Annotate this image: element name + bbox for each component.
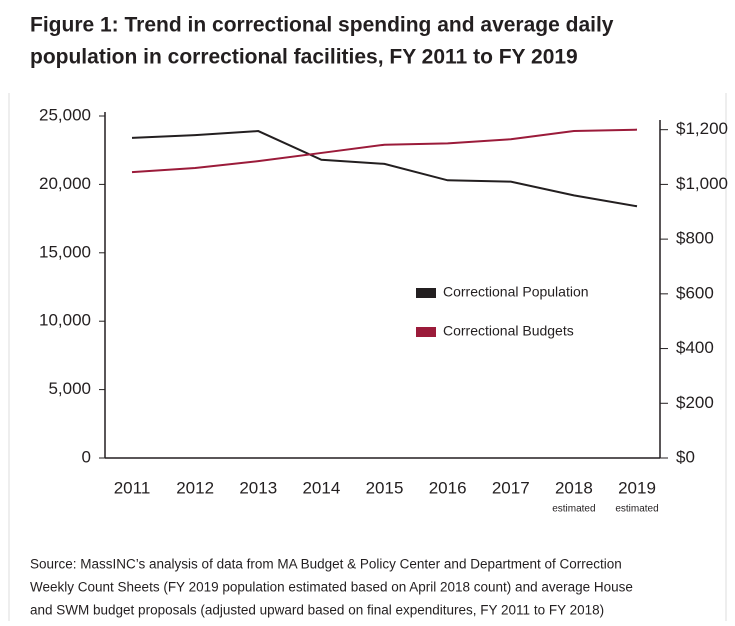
y-tick-label: 5,000 [48,379,91,398]
legend-label: Correctional Population [443,284,589,300]
y2-tick-label: $200 [676,393,714,412]
x-tick-label: 2011 [114,478,151,497]
legend-swatch [416,288,436,298]
chart-title: population in correctional facilities, F… [30,46,578,69]
x-tick-note: estimated [615,504,658,515]
y-tick-label: 10,000 [39,311,91,330]
y2-tick-label: $1,000 [676,174,728,193]
source: Weekly Count Sheets (FY 2019 population … [30,580,633,595]
legend-swatch [416,327,436,337]
y-tick-label: 0 [82,447,91,466]
x-tick-label: 2019 [618,478,656,497]
y-tick-label: 20,000 [39,174,91,193]
x-tick-label: 2014 [302,478,340,497]
y2-tick-label: $400 [676,338,714,357]
x-tick-label: 2015 [366,478,404,497]
x-tick-label: 2017 [492,478,530,497]
y2-tick-label: $0 [676,447,695,466]
source: and SWM budget proposals (adjusted upwar… [30,603,604,618]
source: Source: MassINC’s analysis of data from … [30,557,622,572]
x-tick-label: 2018 [555,478,593,497]
x-tick-label: 2012 [176,478,214,497]
x-tick-label: 2013 [239,478,277,497]
x-tick-label: 2016 [429,478,467,497]
y-tick-label: 25,000 [39,105,91,124]
y2-tick-label: $600 [676,283,714,302]
y-tick-label: 15,000 [39,242,91,261]
line-series [131,128,638,174]
x-tick-note: estimated [552,504,595,515]
legend-label: Correctional Budgets [443,323,574,339]
y2-tick-label: $1,200 [676,119,728,138]
y2-tick-label: $800 [676,229,714,248]
line-series [131,130,638,208]
chart-title: Figure 1: Trend in correctional spending… [30,14,614,37]
